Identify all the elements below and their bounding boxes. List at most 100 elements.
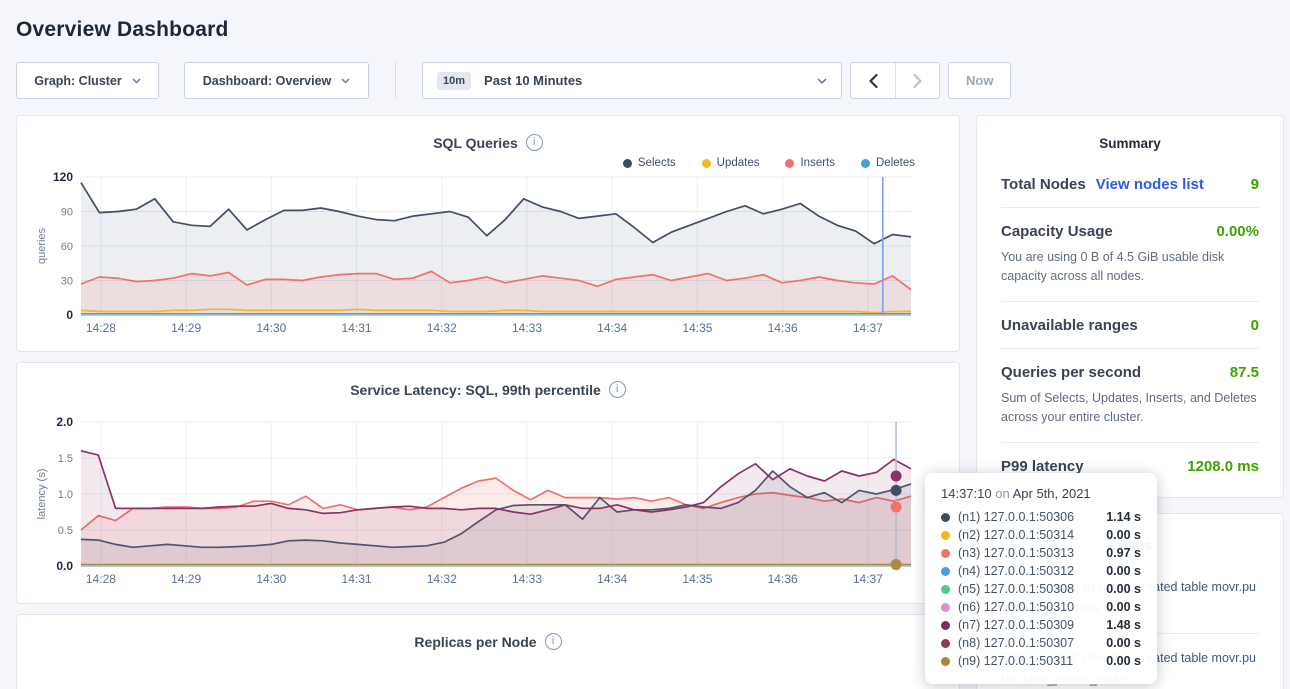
dashboard-dropdown[interactable]: Dashboard: Overview (184, 62, 369, 99)
legend-item-deletes[interactable]: Deletes (861, 155, 915, 171)
tooltip-node-label: (n2) 127.0.0.1:50314 (958, 528, 1074, 542)
summary-description: You are using 0 B of 4.5 GiB usable disk… (1001, 248, 1259, 287)
legend-label: Inserts (800, 157, 835, 169)
svg-text:0.5: 0.5 (58, 525, 73, 537)
tooltip-node-value: 0.00 s (1106, 528, 1141, 542)
view-nodes-link[interactable]: View nodes list (1096, 176, 1204, 193)
summary-description: Sum of Selects, Updates, Inserts, and De… (1001, 389, 1259, 428)
legend-label: Updates (717, 157, 760, 169)
svg-text:120: 120 (53, 171, 73, 184)
charts-column: SQL Queries i SelectsUpdatesInsertsDelet… (16, 115, 960, 689)
time-pager (850, 62, 940, 99)
summary-row: Unavailable ranges0 (1001, 301, 1259, 348)
tooltip-node-label: (n3) 127.0.0.1:50313 (958, 546, 1074, 560)
tooltip-node-label: (n5) 127.0.0.1:50308 (958, 582, 1074, 596)
tooltip-node-value: 0.00 s (1106, 636, 1141, 650)
summary-row-head: P99 latency1208.0 ms (1001, 458, 1259, 475)
tooltip-node-label: (n1) 127.0.0.1:50306 (958, 510, 1074, 524)
chart-legend: Selects Updates Inserts Deletes (33, 155, 915, 171)
svg-text:14:31: 14:31 (342, 572, 372, 586)
svg-text:14:37: 14:37 (853, 572, 883, 586)
svg-text:60: 60 (61, 241, 73, 253)
chevron-right-icon (913, 74, 922, 88)
tooltip-node-value: 0.00 s (1106, 582, 1141, 596)
svg-text:90: 90 (61, 207, 73, 219)
node-color-dot-icon (941, 531, 950, 540)
controls-bar: Graph: Cluster Dashboard: Overview 10m P… (16, 62, 1284, 99)
svg-text:14:33: 14:33 (512, 572, 542, 586)
node-color-dot-icon (941, 639, 950, 648)
svg-text:14:29: 14:29 (171, 321, 201, 335)
legend-dot-icon (702, 159, 711, 168)
svg-text:2.0: 2.0 (56, 415, 73, 429)
svg-text:14:34: 14:34 (597, 572, 627, 586)
svg-text:14:35: 14:35 (682, 321, 712, 335)
summary-value: 0.00% (1216, 223, 1259, 240)
tooltip-node-value: 0.00 s (1106, 600, 1141, 614)
svg-text:1.0: 1.0 (58, 489, 73, 501)
summary-value: 1208.0 ms (1187, 458, 1259, 475)
tooltip-node-value: 0.00 s (1106, 564, 1141, 578)
time-range-label: Past 10 Minutes (484, 73, 582, 88)
summary-heading: Summary (1001, 136, 1259, 151)
chart-tooltip: 14:37:10 on Apr 5th, 2021 (n1) 127.0.0.1… (925, 473, 1157, 684)
replicas-chart-card: Replicas per Node i (16, 614, 960, 689)
node-color-dot-icon (941, 513, 950, 522)
tooltip-node-label: (n7) 127.0.0.1:50309 (958, 618, 1074, 632)
legend-item-inserts[interactable]: Inserts (785, 155, 835, 171)
info-icon[interactable]: i (609, 381, 626, 398)
svg-text:14:30: 14:30 (256, 321, 286, 335)
service-latency-chart-card: Service Latency: SQL, 99th percentile i … (16, 362, 960, 604)
sql-queries-chart-card: SQL Queries i SelectsUpdatesInsertsDelet… (16, 115, 960, 352)
sql-queries-chart[interactable]: 14:2814:2914:3014:3114:3214:3314:3414:35… (33, 171, 945, 341)
time-range-badge: 10m (437, 72, 471, 90)
graph-dropdown[interactable]: Graph: Cluster (16, 62, 159, 99)
chart-title-service-latency: Service Latency: SQL, 99th percentile (350, 382, 601, 398)
summary-row: Queries per second 87.5 Sum of Selects, Up… (1001, 348, 1259, 442)
dashboard-dropdown-label: Dashboard: Overview (203, 74, 332, 88)
summary-value: 87.5 (1230, 364, 1259, 381)
info-icon[interactable]: i (545, 633, 562, 650)
now-button[interactable]: Now (948, 62, 1011, 99)
service-latency-chart[interactable]: 14:2814:2914:3014:3114:3214:3314:3414:35… (33, 412, 945, 592)
tooltip-row: (n6) 127.0.0.1:50310 0.00 s (941, 598, 1141, 616)
legend-item-updates[interactable]: Updates (702, 155, 760, 171)
node-color-dot-icon (941, 657, 950, 666)
tooltip-row: (n8) 127.0.0.1:50307 0.00 s (941, 634, 1141, 652)
svg-text:14:28: 14:28 (86, 572, 116, 586)
next-time-button[interactable] (895, 63, 939, 98)
summary-row-head: Capacity Usage 0.00% (1001, 223, 1259, 240)
tooltip-node-label: (n6) 127.0.0.1:50310 (958, 600, 1074, 614)
time-range-dropdown[interactable]: 10m Past 10 Minutes (422, 62, 842, 99)
node-color-dot-icon (941, 549, 950, 558)
svg-text:14:28: 14:28 (86, 321, 116, 335)
chevron-down-icon (132, 78, 141, 84)
tooltip-node-label: (n8) 127.0.0.1:50307 (958, 636, 1074, 650)
page-title: Overview Dashboard (16, 18, 1284, 42)
summary-panel: Summary Total NodesView nodes list9Capac… (976, 115, 1284, 498)
tooltip-row: (n2) 127.0.0.1:50314 0.00 s (941, 526, 1141, 544)
node-color-dot-icon (941, 603, 950, 612)
svg-text:0.0: 0.0 (56, 559, 73, 573)
info-icon[interactable]: i (526, 134, 543, 151)
svg-text:0: 0 (66, 308, 73, 322)
tooltip-node-value: 0.97 s (1106, 546, 1141, 560)
svg-text:14:29: 14:29 (171, 572, 201, 586)
legend-dot-icon (861, 159, 870, 168)
summary-label: Capacity Usage (1001, 223, 1113, 240)
node-color-dot-icon (941, 567, 950, 576)
chevron-left-icon (869, 74, 878, 88)
svg-text:14:34: 14:34 (597, 321, 627, 335)
summary-label: Queries per second (1001, 364, 1141, 381)
prev-time-button[interactable] (851, 63, 895, 98)
svg-text:14:32: 14:32 (427, 572, 457, 586)
svg-text:14:31: 14:31 (342, 321, 372, 335)
legend-label: Selects (638, 157, 676, 169)
summary-row: Capacity Usage 0.00% You are using 0 B of … (1001, 207, 1259, 301)
svg-text:14:36: 14:36 (768, 321, 798, 335)
svg-text:queries: queries (36, 227, 48, 264)
svg-text:latency (s): latency (s) (36, 469, 48, 520)
svg-text:14:37: 14:37 (853, 321, 883, 335)
legend-item-selects[interactable]: Selects (623, 155, 676, 171)
graph-dropdown-label: Graph: Cluster (34, 74, 122, 88)
